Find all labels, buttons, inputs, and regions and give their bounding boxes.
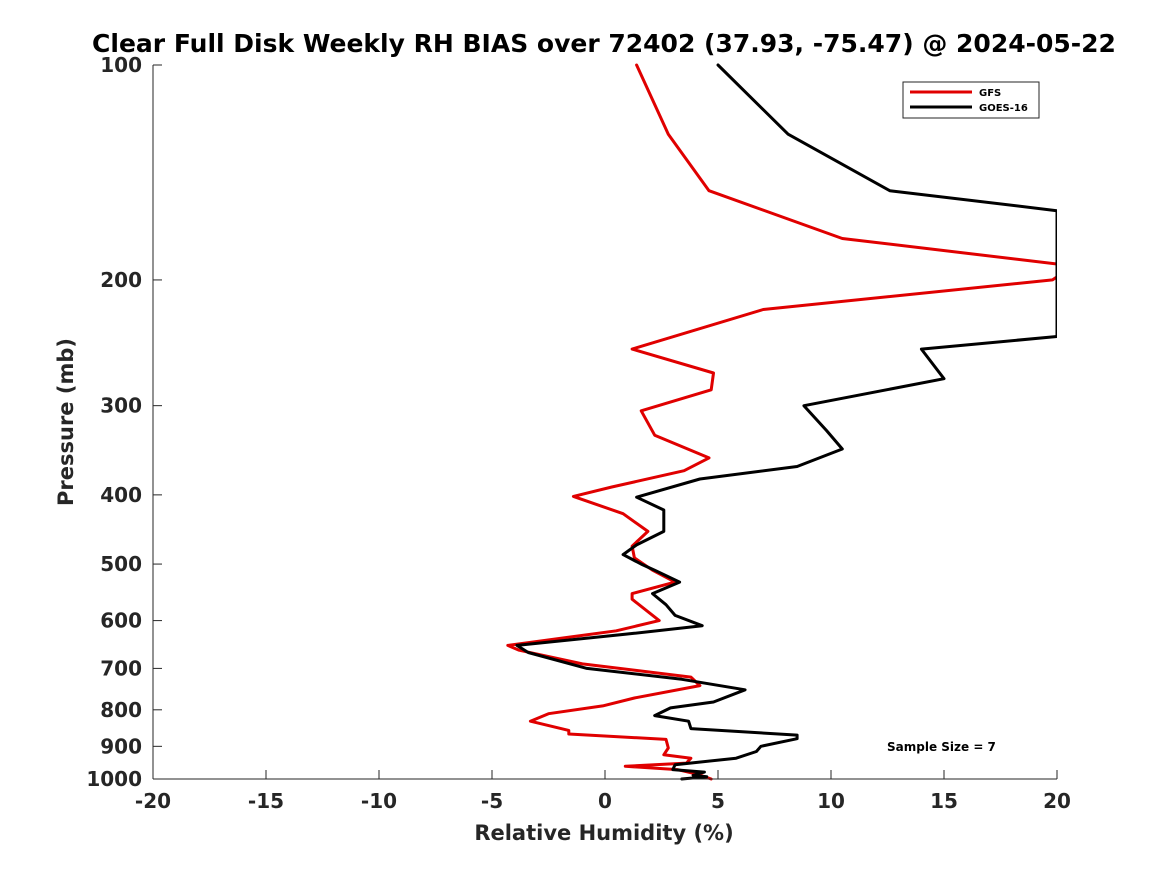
x-tick-label: 15 xyxy=(930,789,958,813)
x-tick-label: -10 xyxy=(361,789,397,813)
x-tick-label: -5 xyxy=(481,789,503,813)
y-axis-label: Pressure (mb) xyxy=(54,338,78,506)
y-tick-label: 400 xyxy=(100,483,142,507)
y-tick-label: 1000 xyxy=(86,767,142,791)
y-tick-label: 600 xyxy=(100,609,142,633)
series-line-goes16 xyxy=(515,63,1057,781)
x-tick-label: 10 xyxy=(817,789,845,813)
y-tick-label: 800 xyxy=(100,698,142,722)
y-tick-label: 700 xyxy=(100,656,142,680)
legend-box xyxy=(902,81,1040,119)
x-tick-label: -15 xyxy=(248,789,284,813)
x-axis-label: Relative Humidity (%) xyxy=(474,821,733,845)
legend-label-gfs: GFS xyxy=(979,88,1001,99)
series-line-gfs xyxy=(506,63,1057,781)
sample-size-annotation: Sample Size = 7 xyxy=(887,740,996,754)
y-tick-label: 200 xyxy=(100,268,142,292)
legend: GFS GOES-16 xyxy=(902,81,1040,119)
y-tick-label: 300 xyxy=(100,394,142,418)
legend-label-goes16: GOES-16 xyxy=(979,103,1028,114)
x-tick-label: 0 xyxy=(598,789,612,813)
plot-area: -20 -15 -10 -5 0 5 10 15 20 100 200 300 400 500 600 70… xyxy=(86,53,1071,813)
x-tick-label: -20 xyxy=(135,789,171,813)
y-tick-label: 100 xyxy=(100,53,142,77)
x-tick-label: 5 xyxy=(711,789,725,813)
y-tick-label: 900 xyxy=(100,734,142,758)
chart-title: Clear Full Disk Weekly RH BIAS over 7240… xyxy=(92,29,1116,58)
y-ticks: 100 200 300 400 500 600 700 800 900 1000 xyxy=(86,53,162,791)
series-layer xyxy=(506,63,1057,781)
x-ticks: -20 -15 -10 -5 0 5 10 15 20 xyxy=(135,770,1071,813)
x-tick-label: 20 xyxy=(1043,789,1071,813)
y-tick-label: 500 xyxy=(100,552,142,576)
